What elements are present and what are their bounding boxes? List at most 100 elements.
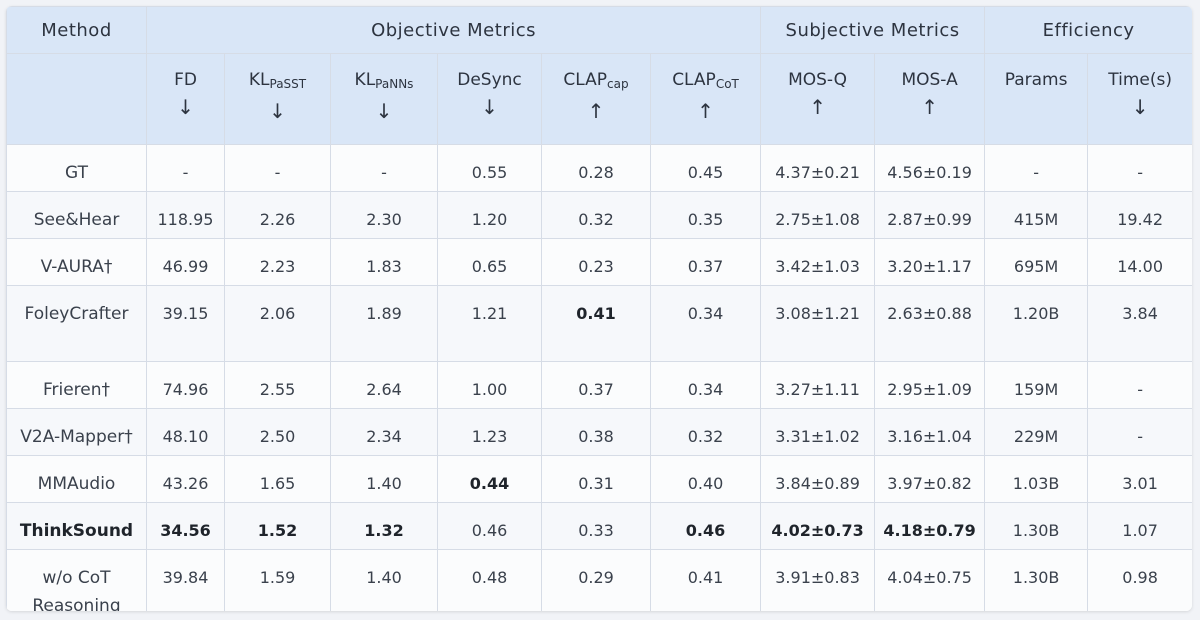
value-cell-kl-panns: 1.83 — [330, 238, 438, 286]
table-row: MMAudio 43.26 1.65 1.40 0.44 0.31 0.40 3.84±0.8… — [6, 455, 1192, 503]
down-arrow-icon: ↓ — [1131, 95, 1149, 119]
method-cell: Frieren† — [6, 361, 147, 409]
value-cell-time: 19.42 — [1087, 191, 1192, 239]
value-cell-mos-a: 3.20±1.17 — [874, 238, 986, 286]
metric-subscript: PaSST — [269, 77, 307, 91]
value-cell-desync: 0.44 — [437, 455, 542, 503]
value-cell-clap-cap: 0.23 — [541, 238, 651, 286]
metric-header-row: FD ↓ KL PaSST ↓ KLPaNNs ↓ DeSync ↓ CLAPca… — [6, 53, 1192, 145]
table-row: GT - - -0.55 0.28 0.45 4.37±0.21 4.56±0.19- - — [6, 144, 1192, 192]
value-cell-params: 695M — [984, 238, 1089, 286]
metric-kl-panns: KLPaNNs ↓ — [330, 53, 438, 145]
method-header: Method — [6, 6, 147, 54]
value-cell-kl-passt: 2.06 — [224, 285, 331, 362]
value-cell-mos-q: 4.02±0.73 — [760, 502, 876, 550]
down-arrow-icon: ↓ — [269, 99, 286, 123]
value-cell-desync: 0.55 — [437, 144, 542, 192]
value-cell-desync: 1.20 — [437, 191, 542, 239]
value-cell-kl-panns: 1.40 — [330, 455, 438, 503]
value-cell-mos-a: 4.56±0.19 — [874, 144, 986, 192]
value-cell-clap-cap: 0.38 — [541, 408, 651, 456]
value-cell-clap-cot: 0.45 — [649, 144, 762, 192]
value-cell-params: 1.03B — [984, 455, 1089, 503]
value-cell-params: 159M — [984, 361, 1089, 409]
value-cell-fd: 46.99 — [146, 238, 225, 286]
down-arrow-icon: ↓ — [177, 95, 194, 119]
value-cell-clap-cot: 0.40 — [649, 455, 762, 503]
value-cell-clap-cap: 0.31 — [541, 455, 651, 503]
metric-subscript: cap — [607, 77, 629, 91]
value-cell-time: 3.84 — [1087, 285, 1192, 362]
metric-label: FD — [174, 70, 197, 90]
value-cell-fd: 43.26 — [146, 455, 225, 503]
up-arrow-icon: ↑ — [921, 95, 938, 119]
table-row: ThinkSound 34.56 1.52 1.32 0.46 0.33 0.46 4.02±… — [6, 502, 1192, 550]
value-cell-time: 14.00 — [1087, 238, 1192, 286]
value-cell-time: 3.01 — [1087, 455, 1192, 503]
metric-clap-cot: CLAPCoT ↑ — [649, 53, 762, 145]
group-header-row: Method Objective Metrics Subjective Metr… — [6, 6, 1192, 54]
objective-metrics-header: Objective Metrics — [145, 6, 762, 54]
method-cell: GT — [6, 144, 147, 192]
method-cell: FoleyCrafter — [6, 285, 147, 362]
method-cell: w/o CoT Reasoning — [6, 549, 147, 611]
value-cell-kl-passt: 2.26 — [224, 191, 331, 239]
metric-fd: FD ↓ — [146, 53, 225, 145]
value-cell-mos-q: 4.37±0.21 — [760, 144, 876, 192]
down-arrow-icon: ↓ — [375, 99, 393, 123]
value-cell-kl-panns: 1.40 — [330, 549, 438, 611]
value-cell-mos-a: 4.18±0.79 — [874, 502, 986, 550]
value-cell-time: 1.07 — [1087, 502, 1192, 550]
value-cell-params: 1.30B — [984, 549, 1089, 611]
up-arrow-icon: ↑ — [809, 95, 826, 119]
metric-clap-cap: CLAPcap ↑ — [541, 53, 651, 145]
metric-params: Params — [984, 53, 1089, 145]
value-cell-mos-a: 2.95±1.09 — [874, 361, 986, 409]
up-arrow-icon: ↑ — [587, 99, 605, 123]
results-table-card: Method Objective Metrics Subjective Metr… — [6, 6, 1192, 611]
value-cell-mos-q: 3.08±1.21 — [760, 285, 876, 362]
table-body: GT - - -0.55 0.28 0.45 4.37±0.21 4.56±0.19- - See… — [6, 144, 1192, 611]
metric-desync: DeSync ↓ — [437, 53, 542, 145]
value-cell-kl-passt: 2.50 — [224, 408, 331, 456]
value-cell-clap-cap: 0.32 — [541, 191, 651, 239]
value-cell-kl-passt: 1.59 — [224, 549, 331, 611]
metric-label: DeSync — [457, 70, 522, 90]
value-cell-desync: 1.23 — [437, 408, 542, 456]
value-cell-kl-panns: - — [330, 144, 438, 192]
value-cell-time: - — [1087, 144, 1192, 192]
method-cell: MMAudio — [6, 455, 147, 503]
metric-label: CLAP — [563, 70, 608, 90]
value-cell-mos-q: 3.91±0.83 — [760, 549, 876, 611]
metric-time: Time(s) ↓ — [1087, 53, 1192, 145]
up-arrow-icon: ↑ — [697, 99, 714, 123]
value-cell-kl-passt: 1.52 — [224, 502, 331, 550]
value-cell-mos-a: 4.04±0.75 — [874, 549, 986, 611]
value-cell-time: - — [1087, 408, 1192, 456]
method-cell: V2A-Mapper† — [6, 408, 147, 456]
value-cell-clap-cot: 0.46 — [649, 502, 762, 550]
down-arrow-icon: ↓ — [481, 95, 498, 119]
value-cell-fd: 39.84 — [146, 549, 225, 611]
value-cell-fd: 34.56 — [146, 502, 225, 550]
value-cell-fd: 118.95 — [146, 191, 225, 239]
value-cell-clap-cot: 0.34 — [649, 285, 762, 362]
value-cell-mos-q: 3.31±1.02 — [760, 408, 876, 456]
value-cell-time: - — [1087, 361, 1192, 409]
value-cell-fd: 74.96 — [146, 361, 225, 409]
value-cell-kl-panns: 2.64 — [330, 361, 438, 409]
metric-label: Params — [1004, 70, 1068, 90]
value-cell-mos-q: 3.84±0.89 — [760, 455, 876, 503]
value-cell-mos-q: 3.42±1.03 — [760, 238, 876, 286]
value-cell-desync: 0.48 — [437, 549, 542, 611]
metric-mos-a: MOS-A ↑ — [874, 53, 986, 145]
value-cell-kl-panns: 2.34 — [330, 408, 438, 456]
value-cell-clap-cot: 0.34 — [649, 361, 762, 409]
metric-label: Time(s) — [1108, 70, 1172, 90]
value-cell-kl-passt: 2.55 — [224, 361, 331, 409]
value-cell-kl-panns: 1.89 — [330, 285, 438, 362]
table-row: V2A-Mapper† 48.10 2.50 2.34 1.23 0.38 0.32 3.31… — [6, 408, 1192, 456]
metric-label: KL — [354, 70, 376, 90]
method-cell: V-AURA† — [6, 238, 147, 286]
table-row: Frieren† 74.96 2.55 2.64 1.00 0.37 0.34 3.27±1.… — [6, 361, 1192, 409]
